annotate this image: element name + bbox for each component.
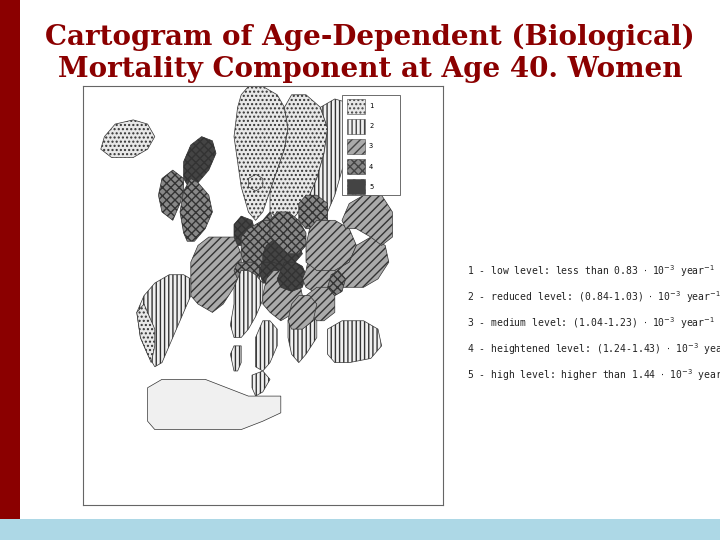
Polygon shape bbox=[158, 170, 184, 220]
Polygon shape bbox=[230, 346, 241, 371]
Polygon shape bbox=[277, 262, 306, 292]
Text: 4 - heightened level: (1.24-1.43) $\cdot$ 10$^{-3}$ year$^{-1}$: 4 - heightened level: (1.24-1.43) $\cdot… bbox=[467, 341, 720, 357]
Polygon shape bbox=[299, 195, 328, 228]
Bar bbox=[348, 119, 366, 134]
Polygon shape bbox=[270, 94, 328, 220]
Polygon shape bbox=[137, 275, 191, 367]
Polygon shape bbox=[148, 379, 281, 430]
Polygon shape bbox=[263, 271, 302, 321]
Polygon shape bbox=[302, 245, 342, 295]
Polygon shape bbox=[342, 195, 392, 245]
Polygon shape bbox=[137, 304, 155, 363]
Polygon shape bbox=[288, 312, 317, 363]
Polygon shape bbox=[101, 120, 155, 158]
Text: 3 - medium level: (1.04-1.23) $\cdot$ 10$^{-3}$ year$^{-1}$: 3 - medium level: (1.04-1.23) $\cdot$ 10… bbox=[467, 315, 715, 331]
Polygon shape bbox=[306, 220, 356, 271]
Bar bbox=[348, 99, 366, 113]
Polygon shape bbox=[241, 220, 281, 271]
Polygon shape bbox=[306, 287, 335, 321]
Polygon shape bbox=[335, 237, 389, 287]
Bar bbox=[348, 179, 366, 194]
Text: 4: 4 bbox=[369, 164, 373, 170]
Polygon shape bbox=[328, 321, 382, 363]
Text: 1 - low level: less than 0.83 $\cdot$ 10$^{-3}$ year$^{-1}$: 1 - low level: less than 0.83 $\cdot$ 10… bbox=[467, 263, 715, 279]
Polygon shape bbox=[248, 174, 263, 191]
Polygon shape bbox=[259, 262, 292, 283]
Polygon shape bbox=[234, 86, 288, 220]
Text: 5: 5 bbox=[369, 184, 373, 190]
Text: 2: 2 bbox=[369, 123, 373, 130]
Polygon shape bbox=[256, 321, 277, 371]
Polygon shape bbox=[252, 371, 270, 396]
Polygon shape bbox=[191, 237, 241, 312]
Polygon shape bbox=[256, 212, 274, 245]
Polygon shape bbox=[234, 216, 256, 245]
Text: 3: 3 bbox=[369, 144, 373, 150]
Polygon shape bbox=[184, 137, 216, 191]
Polygon shape bbox=[230, 271, 263, 338]
Text: 1: 1 bbox=[369, 103, 373, 109]
Text: 2 - reduced level: (0.84-1.03) $\cdot$ 10$^{-3}$ year$^{-1}$: 2 - reduced level: (0.84-1.03) $\cdot$ 1… bbox=[467, 289, 720, 305]
Polygon shape bbox=[306, 99, 356, 228]
Polygon shape bbox=[270, 212, 306, 254]
Text: Cartogram of Age-Dependent (Biological)
Mortality Component at Age 40. Women: Cartogram of Age-Dependent (Biological) … bbox=[45, 23, 695, 83]
Polygon shape bbox=[288, 295, 317, 329]
Polygon shape bbox=[328, 271, 346, 295]
Polygon shape bbox=[180, 178, 212, 241]
Polygon shape bbox=[263, 237, 302, 266]
Bar bbox=[348, 159, 366, 174]
Text: 5 - high level: higher than 1.44 $\cdot$ 10$^{-3}$ year$^{-1}$: 5 - high level: higher than 1.44 $\cdot$… bbox=[467, 367, 720, 383]
Bar bbox=[342, 94, 400, 195]
Bar bbox=[348, 139, 366, 154]
Polygon shape bbox=[234, 262, 263, 283]
